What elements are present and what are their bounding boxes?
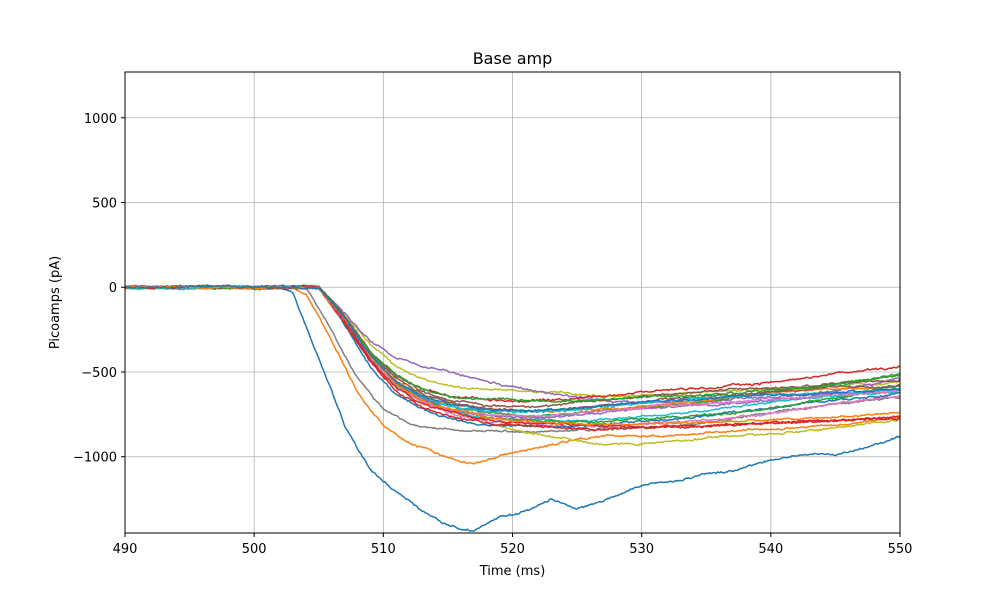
y-tick-label: 1000	[84, 112, 117, 127]
x-tick-label: 510	[371, 542, 396, 557]
ticks: 490 500 510 520 530 540 550 −1000 −500 0 500 1000	[73, 112, 912, 557]
x-tick-label: 520	[500, 542, 525, 557]
x-tick-label: 530	[629, 542, 654, 557]
y-axis-label: Picoamps (pA)	[48, 256, 63, 349]
trace-line-23	[125, 284, 900, 413]
traces	[125, 284, 900, 532]
x-axis-label: Time (ms)	[479, 564, 546, 579]
y-tick-label: 0	[109, 281, 117, 296]
y-tick-label: 500	[92, 197, 117, 212]
y-tick-label: −500	[81, 366, 117, 381]
x-tick-label: 550	[888, 542, 913, 557]
x-tick-label: 490	[113, 542, 138, 557]
x-tick-label: 500	[242, 542, 267, 557]
grid	[124, 72, 901, 533]
x-tick-label: 540	[758, 542, 783, 557]
chart-title: Base amp	[473, 49, 553, 68]
y-tick-label: −1000	[73, 451, 117, 466]
